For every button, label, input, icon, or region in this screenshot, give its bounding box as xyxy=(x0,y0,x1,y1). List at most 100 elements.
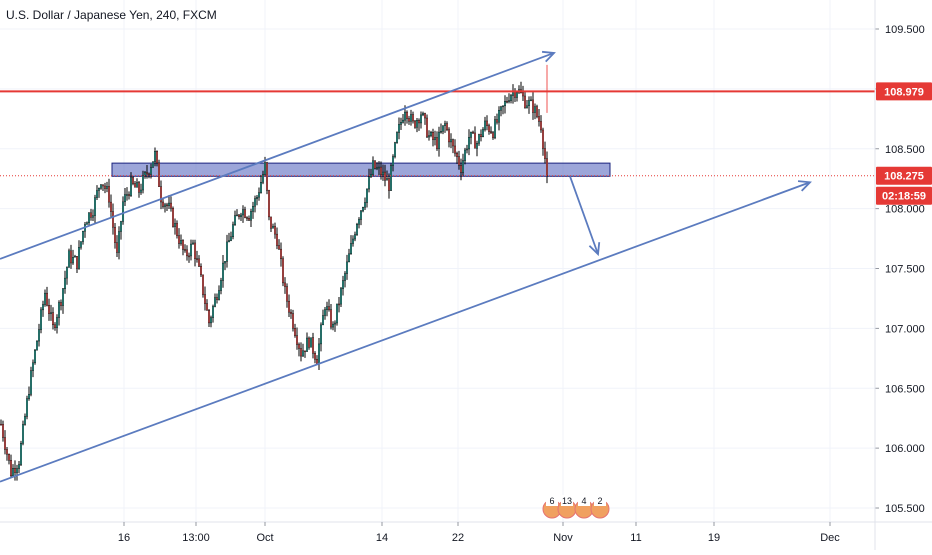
candle-body-up xyxy=(368,176,371,190)
event-marker[interactable]: 4 xyxy=(574,495,594,519)
candle-body-down xyxy=(147,173,150,176)
candle xyxy=(62,288,65,314)
candle xyxy=(350,235,353,255)
candle xyxy=(406,110,409,124)
candle-body-down xyxy=(298,344,301,349)
candle-body-down xyxy=(292,313,295,329)
candle xyxy=(462,153,465,177)
candle xyxy=(274,222,277,239)
candle-body-up xyxy=(442,125,445,132)
candle-body-up xyxy=(410,114,413,122)
candle-body-up xyxy=(20,443,23,465)
candle-body-down xyxy=(69,250,72,264)
candle-body-up xyxy=(262,174,265,183)
candle xyxy=(48,298,51,321)
candle-body-down xyxy=(432,132,435,140)
resistance-price-tag-text: 108.979 xyxy=(884,86,924,98)
time-axis[interactable]: 16 13:00 Oct 14 22 Nov 11 19 Dec xyxy=(0,521,932,544)
candle xyxy=(366,188,369,208)
candle-body-up xyxy=(34,349,37,364)
candle xyxy=(185,245,188,261)
candle xyxy=(241,205,244,223)
candle xyxy=(388,173,391,199)
candle-body-up xyxy=(362,207,365,212)
price-axis[interactable]: 109.500109.000108.500108.000107.500107.0… xyxy=(874,0,925,550)
candle-body-down xyxy=(109,201,112,212)
event-markers[interactable]: 6 13 4 2 xyxy=(542,495,610,519)
candle xyxy=(512,84,515,104)
candle xyxy=(364,197,367,211)
candle-body-up xyxy=(97,187,100,191)
candle xyxy=(392,154,395,172)
candle-body-down xyxy=(278,245,281,250)
candle-body-up xyxy=(58,302,61,318)
candle-body-up xyxy=(18,464,21,469)
candle-body-down xyxy=(538,116,541,122)
candle xyxy=(290,309,293,319)
candle xyxy=(496,113,499,125)
candle-body-down xyxy=(446,123,449,130)
candle-body-down xyxy=(490,131,493,133)
candle xyxy=(28,386,31,401)
candle-body-down xyxy=(456,152,459,157)
candle-body-down xyxy=(314,353,317,360)
candle xyxy=(500,105,503,117)
candle xyxy=(237,213,240,220)
candle xyxy=(420,111,423,129)
candle xyxy=(187,252,190,263)
candle-body-down xyxy=(13,468,16,473)
candle xyxy=(0,419,2,426)
candle-body-down xyxy=(215,297,218,300)
candle-body-up xyxy=(191,242,194,245)
candle-body-down xyxy=(199,266,202,276)
candle xyxy=(40,307,43,334)
candle-body-down xyxy=(284,282,287,287)
candle xyxy=(11,464,14,478)
candle xyxy=(179,234,182,246)
candle xyxy=(312,332,315,359)
candle xyxy=(376,162,379,171)
candle xyxy=(468,129,471,156)
candle-body-down xyxy=(111,211,114,228)
candle xyxy=(85,221,88,225)
candle xyxy=(474,126,477,149)
candle-body-up xyxy=(272,226,275,229)
candle xyxy=(26,395,29,420)
event-marker[interactable]: 2 xyxy=(590,495,610,519)
candle xyxy=(199,263,202,277)
time-tick-label: 16 xyxy=(118,532,130,544)
candle xyxy=(348,248,351,263)
event-marker[interactable]: 13 xyxy=(557,495,577,519)
candle xyxy=(87,212,90,227)
candle xyxy=(268,189,271,221)
candle xyxy=(167,195,170,209)
candle-body-down xyxy=(514,91,517,98)
candle xyxy=(247,215,250,222)
candle-body-up xyxy=(534,106,537,113)
candle-body-up xyxy=(79,241,82,248)
candle-body-up xyxy=(71,257,74,264)
candle-body-up xyxy=(528,100,531,107)
candle-body-down xyxy=(296,335,299,345)
candle xyxy=(165,202,168,212)
candle-body-up xyxy=(420,114,423,124)
candle xyxy=(394,141,397,159)
candle-body-up xyxy=(135,182,138,188)
candle xyxy=(286,283,289,308)
candle-body-down xyxy=(169,202,172,209)
candle xyxy=(251,201,254,219)
projection-arrow-head xyxy=(588,242,601,257)
candle-body-down xyxy=(113,226,116,243)
candle xyxy=(93,194,96,224)
candle-body-up xyxy=(360,210,363,220)
event-marker-badge xyxy=(594,495,606,506)
candle-body-up xyxy=(50,312,53,314)
candle-body-down xyxy=(274,226,277,235)
countdown-tag-bg xyxy=(876,186,932,205)
candle xyxy=(139,183,142,195)
candle xyxy=(159,180,162,210)
candle-body-up xyxy=(256,196,259,199)
event-marker[interactable]: 6 xyxy=(542,495,562,519)
